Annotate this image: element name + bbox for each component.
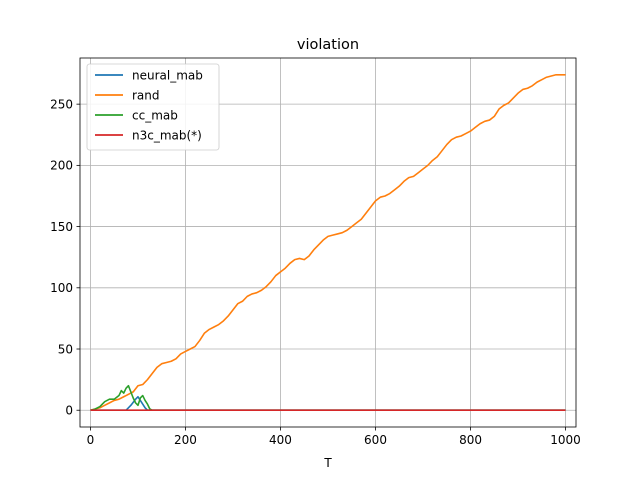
chart-title: violation (297, 37, 359, 53)
series-line-rand (90, 73, 566, 412)
axis-ticks: 0 200 400 600 800 1000 0 50 100 150 200 250 (50, 97, 581, 447)
legend-label: neural_mab (132, 68, 203, 82)
y-tick-label: 50 (58, 342, 73, 356)
x-tick-label: 400 (269, 433, 292, 447)
x-tick-label: 200 (174, 433, 197, 447)
x-axis-label: T (323, 456, 332, 470)
legend-label: n3c_mab(*) (132, 128, 202, 142)
legend-label: rand (132, 88, 160, 102)
series-line-cc-mab (90, 384, 566, 412)
y-tick-label: 250 (50, 97, 73, 111)
x-tick-label: 0 (87, 433, 95, 447)
series-lines (90, 73, 566, 412)
plot-frame (79, 57, 577, 428)
legend-label: cc_mab (132, 108, 178, 122)
y-tick-label: 150 (50, 220, 73, 234)
x-tick-label: 800 (459, 433, 482, 447)
y-tick-label: 0 (65, 404, 73, 418)
y-tick-label: 100 (50, 281, 73, 295)
series-line-neural-mab (90, 395, 566, 412)
x-tick-label: 1000 (550, 433, 581, 447)
x-tick-label: 600 (364, 433, 387, 447)
y-tick-label: 200 (50, 159, 73, 173)
legend-box (86, 63, 220, 151)
